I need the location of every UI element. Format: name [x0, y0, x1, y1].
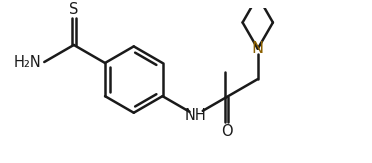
Text: N: N	[252, 41, 264, 56]
Text: NH: NH	[185, 108, 206, 123]
Text: S: S	[69, 1, 78, 16]
Text: O: O	[221, 124, 232, 139]
Text: H₂N: H₂N	[14, 55, 41, 70]
